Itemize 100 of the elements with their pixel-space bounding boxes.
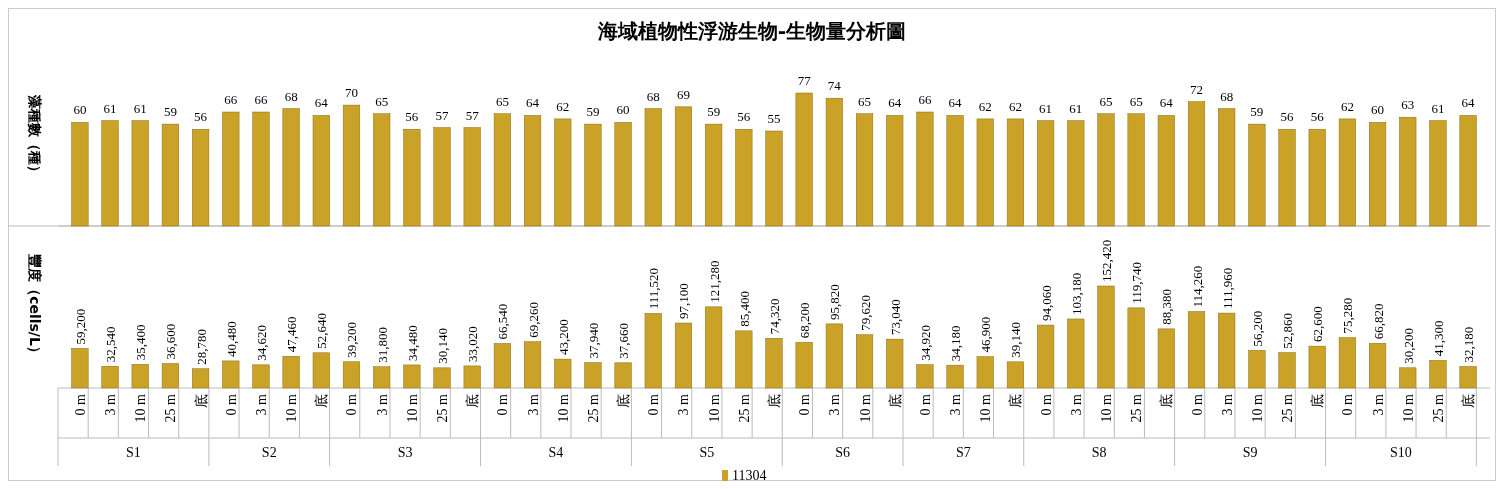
- data-label: 60: [73, 102, 87, 118]
- bar: [674, 106, 693, 227]
- bar: [916, 364, 934, 389]
- data-label: 62: [1008, 98, 1022, 114]
- bar: [282, 108, 300, 227]
- data-label: 59: [707, 104, 721, 120]
- data-label: 69,260: [525, 301, 541, 338]
- bar: [644, 108, 662, 227]
- data-label: 66: [224, 92, 238, 107]
- bar: [1248, 350, 1266, 389]
- bar: [1429, 120, 1447, 227]
- bar: [433, 127, 451, 227]
- bar: [1308, 345, 1326, 389]
- text: S10: [1390, 445, 1412, 460]
- text: S9: [1242, 445, 1258, 460]
- x-tick-label: 底: [193, 394, 209, 408]
- bar: [1338, 337, 1356, 389]
- data-label: 111,960: [1219, 267, 1235, 310]
- data-label: 56: [1310, 109, 1325, 125]
- text: S6: [835, 445, 851, 460]
- data-label: 94,060: [1038, 285, 1054, 322]
- data-label: 35,400: [133, 324, 149, 361]
- bar: [463, 365, 481, 389]
- bar: [161, 123, 179, 227]
- bar: [554, 358, 572, 389]
- data-label: 56: [194, 109, 208, 125]
- data-label: 57: [435, 107, 450, 123]
- x-tick-label: 底: [465, 394, 481, 408]
- data-label: 56,200: [1249, 310, 1265, 347]
- bar: [1308, 129, 1326, 227]
- bar: [312, 352, 330, 389]
- data-label: 65: [495, 93, 509, 109]
- x-tick-label: 3 m: [253, 393, 269, 416]
- text: S2: [261, 445, 277, 460]
- x-tick-label: 底: [887, 394, 903, 408]
- bar: [855, 113, 874, 227]
- x-tick-label: 底: [1461, 394, 1477, 408]
- data-label: 37,660: [616, 323, 632, 359]
- x-tick-label: 25 m: [1430, 393, 1446, 423]
- y-axis-title: 藻種數（種）: [27, 94, 43, 179]
- data-label: 52,860: [1280, 312, 1296, 349]
- data-label: 56: [737, 109, 751, 125]
- x-tick-label: 25 m: [163, 393, 179, 423]
- x-tick-label: 10 m: [1249, 393, 1265, 423]
- data-label: 68,200: [797, 302, 813, 339]
- x-tick-label: 3 m: [1370, 393, 1386, 416]
- data-label: 65: [1099, 93, 1113, 109]
- data-label: 68: [284, 88, 298, 104]
- data-label: 64: [526, 95, 540, 111]
- x-tick-label: 0 m: [1189, 393, 1205, 416]
- data-label: 43,200: [555, 319, 571, 356]
- x-tick-label: 3 m: [525, 393, 541, 416]
- bar: [342, 104, 361, 227]
- bar: [1459, 115, 1477, 227]
- data-label: 62: [1340, 98, 1354, 114]
- bar: [433, 367, 451, 389]
- bar: [192, 129, 210, 227]
- bar: [342, 361, 361, 389]
- bar: [1157, 115, 1175, 227]
- x-tick-label: 10 m: [555, 393, 571, 423]
- bar: [1127, 113, 1145, 227]
- x-tick-label: 10 m: [857, 393, 873, 423]
- x-tick-label: 3 m: [103, 393, 119, 416]
- x-tick-label: 0 m: [223, 393, 239, 416]
- data-label: 34,180: [948, 325, 964, 362]
- bar: [192, 368, 210, 389]
- data-label: 66,820: [1370, 303, 1386, 340]
- bar: [1338, 118, 1356, 227]
- bar: [1127, 307, 1145, 389]
- data-label: 59: [1250, 104, 1264, 120]
- x-tick-label: 0 m: [344, 393, 360, 416]
- bar: [493, 343, 511, 389]
- data-label: 59: [163, 104, 177, 120]
- bar: [493, 113, 511, 227]
- bar: [1429, 360, 1447, 389]
- data-label: 31,800: [374, 326, 390, 363]
- bar: [584, 362, 602, 389]
- chart-title: 海域植物性浮游生物-生物量分析圖: [596, 19, 907, 43]
- data-label: 36,600: [163, 323, 179, 360]
- data-label: 30,200: [1400, 328, 1416, 364]
- data-label: 39,200: [344, 322, 360, 358]
- data-label: 61: [133, 100, 147, 116]
- x-tick-label: 25 m: [1280, 393, 1296, 423]
- bar: [1067, 318, 1085, 389]
- data-label: 46,900: [978, 316, 994, 353]
- bar: [1218, 312, 1236, 389]
- bar: [312, 115, 330, 227]
- bar: [1097, 113, 1115, 227]
- bar: [1278, 352, 1296, 389]
- bar: [161, 363, 179, 389]
- data-label: 64: [1461, 95, 1476, 111]
- bar: [886, 115, 904, 227]
- x-tick-label: 0 m: [646, 393, 662, 416]
- bar: [1037, 324, 1055, 389]
- data-label: 95,820: [827, 284, 843, 320]
- x-tick-label: 底: [1159, 394, 1175, 408]
- bar: [765, 130, 783, 227]
- text: S8: [1091, 445, 1107, 460]
- data-label: 61: [103, 100, 117, 116]
- x-tick-label: 25 m: [736, 393, 752, 423]
